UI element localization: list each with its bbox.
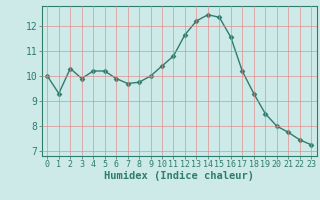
X-axis label: Humidex (Indice chaleur): Humidex (Indice chaleur)	[104, 171, 254, 181]
